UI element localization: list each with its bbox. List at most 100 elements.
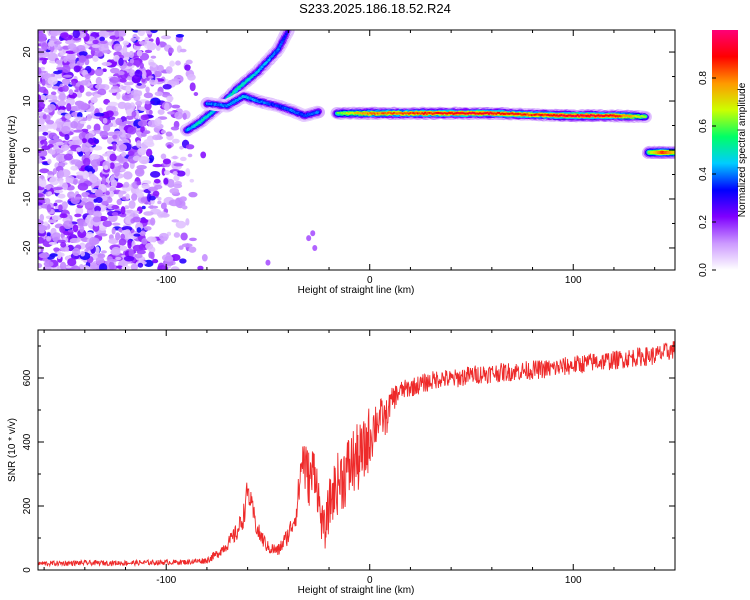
noise-speckle [79,120,87,124]
noise-speckle [158,232,169,241]
noise-speckle [185,167,191,177]
noise-speckle [62,84,69,92]
noise-speckle [120,233,125,241]
noise-speckle [47,143,54,148]
noise-speckle [111,211,119,216]
noise-speckle [125,193,130,200]
noise-speckle [178,245,184,250]
noise-speckle [63,56,68,63]
noise-speckle [38,263,43,269]
noise-speckle [108,122,114,128]
noise-speckle [148,109,153,115]
noise-speckle [175,33,185,38]
noise-speckle [58,92,66,101]
noise-speckle [135,36,140,40]
noise-speckle [162,83,172,90]
noise-speckle [173,183,183,189]
noise-speckle [141,237,148,245]
noise-speckle [53,202,58,207]
noise-speckle [59,179,64,187]
noise-speckle [47,219,57,224]
noise-speckle [72,247,81,257]
noise-speckle [143,92,154,99]
noise-speckle [187,73,196,81]
noise-speckle [133,93,141,102]
noise-speckle [152,134,161,141]
noise-speckle [38,224,48,232]
noise-speckle [165,131,173,137]
noise-speckle [119,245,128,252]
noise-speckle [124,230,132,240]
noise-speckle [146,236,156,243]
noise-speckle [62,220,73,230]
noise-speckle [95,246,100,255]
noise-speckle [150,30,158,34]
noise-speckle [145,243,154,250]
noise-speckle [93,223,99,227]
noise-speckle [139,62,144,69]
noise-speckle [48,99,60,103]
noise-speckle [149,79,156,83]
noise-speckle [144,49,153,54]
noise-speckle [201,254,208,262]
ridge-lower [200,90,325,123]
noise-speckle [101,201,109,206]
noise-speckle [47,158,52,165]
noise-speckle [124,205,130,210]
noise-speckle [39,168,50,174]
noise-speckle [118,78,126,82]
noise-speckle [72,178,78,185]
noise-speckle [170,254,181,261]
noise-speckle [123,102,132,110]
noise-speckle [72,30,81,39]
noise-speckle [66,103,72,112]
noise-speckle [105,184,112,188]
noise-speckle [138,41,148,45]
noise-speckle [43,221,49,227]
noise-speckle [45,184,51,191]
noise-speckle [58,204,63,212]
noise-speckle [109,67,120,74]
noise-speckle [56,250,62,260]
noise-speckle [136,50,143,57]
noise-speckle [120,206,126,215]
noise-speckle [140,197,147,203]
noise-speckle [116,198,122,206]
noise-speckle [64,113,72,120]
noise-speckle [78,131,88,141]
noise-speckle [52,135,59,141]
noise-speckle [92,55,99,62]
noise-speckle [182,112,187,120]
noise-speckle [47,76,58,86]
noise-speckle [306,235,312,242]
noise-speckle [39,57,49,61]
noise-speckle [70,165,78,171]
noise-speckle [62,74,73,78]
ridge-rising [179,30,295,137]
noise-speckle [38,157,43,164]
noise-speckle [133,233,141,237]
noise-speckle [46,204,52,213]
noise-speckle [79,225,85,233]
noise-speckle [128,200,136,209]
noise-speckle [100,250,107,254]
noise-speckle [39,180,47,188]
noise-speckle [40,203,49,209]
noise-speckle [134,253,143,259]
noise-speckle [134,69,143,78]
noise-speckle [80,147,90,153]
noise-speckle [102,117,108,124]
noise-speckle [69,193,77,197]
noise-speckle [143,138,154,146]
noise-speckle [81,138,87,144]
noise-speckle [143,130,151,135]
noise-speckle [124,229,131,233]
noise-speckle [154,184,163,190]
noise-speckle [68,89,74,96]
noise-speckle [99,40,108,44]
noise-speckle [90,96,98,104]
noise-speckle [118,31,127,37]
noise-speckle [128,248,134,258]
noise-speckle [108,261,115,270]
